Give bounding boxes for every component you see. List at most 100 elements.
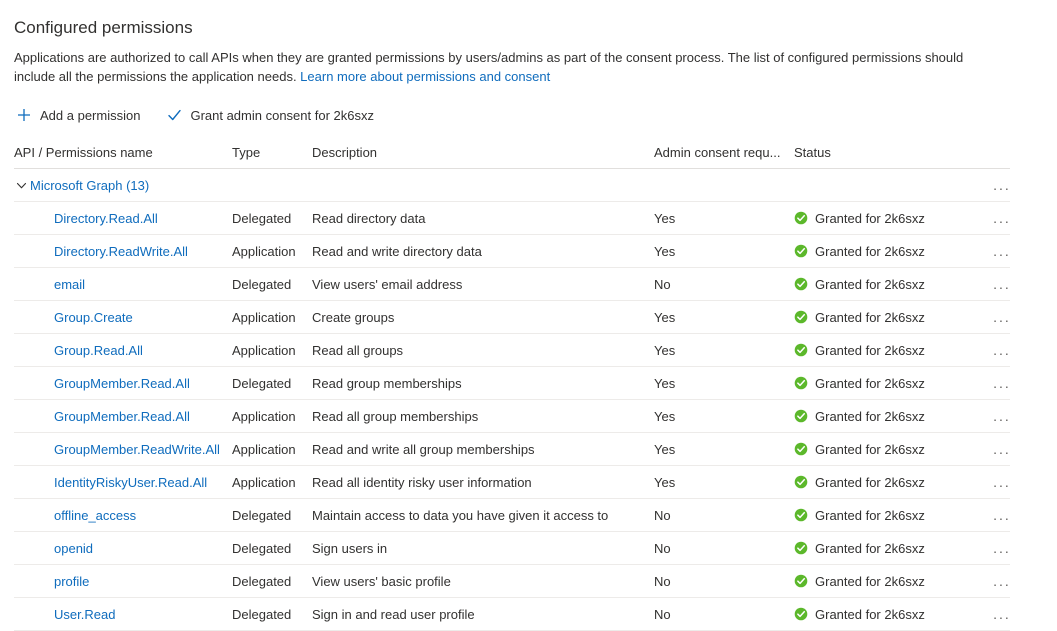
- permission-description-cell: View users' basic profile: [312, 573, 451, 589]
- ellipsis-icon[interactable]: ...: [993, 375, 1011, 391]
- table-row[interactable]: email Delegated View users' email addres…: [14, 268, 1010, 301]
- table-header-row: API / Permissions name Type Description …: [14, 140, 1010, 169]
- permission-name-link[interactable]: openid: [54, 540, 94, 556]
- permission-admin-consent-cell: No: [654, 507, 671, 523]
- ellipsis-icon[interactable]: ...: [993, 507, 1011, 523]
- permission-status-cell: Granted for 2k6sxz: [794, 607, 974, 622]
- table-row[interactable]: profile Delegated View users' basic prof…: [14, 565, 1010, 598]
- grant-admin-consent-label: Grant admin consent for 2k6sxz: [190, 107, 374, 123]
- column-header-status[interactable]: Status: [794, 144, 831, 160]
- table-row[interactable]: openid Delegated Sign users in No Grante…: [14, 532, 1010, 565]
- permission-description-cell: Read all groups: [312, 342, 404, 358]
- intro-paragraph: Applications are authorized to call APIs…: [14, 48, 1004, 86]
- permission-admin-consent-cell: Yes: [654, 408, 676, 424]
- permission-name-link[interactable]: GroupMember.ReadWrite.All: [54, 441, 220, 457]
- permission-status-cell: Granted for 2k6sxz: [794, 508, 974, 523]
- api-group-row-microsoft-graph[interactable]: Microsoft Graph (13) ...: [14, 169, 1010, 202]
- permission-name-link[interactable]: Group.Create: [54, 309, 133, 325]
- permission-status-label: Granted for 2k6sxz: [815, 342, 925, 358]
- learn-more-link[interactable]: Learn more about permissions and consent: [300, 69, 551, 84]
- permission-type-cell: Application: [232, 342, 296, 358]
- permission-name-link[interactable]: IdentityRiskyUser.Read.All: [54, 474, 208, 490]
- permission-type-cell: Delegated: [232, 573, 292, 589]
- ellipsis-icon[interactable]: ...: [993, 276, 1011, 292]
- permission-status-cell: Granted for 2k6sxz: [794, 574, 974, 589]
- column-header-type[interactable]: Type: [232, 144, 261, 160]
- table-row[interactable]: GroupMember.Read.All Delegated Read grou…: [14, 367, 1010, 400]
- ellipsis-icon[interactable]: ...: [993, 441, 1011, 457]
- checkmark-icon: [166, 107, 182, 123]
- granted-check-icon: [794, 574, 808, 588]
- permission-status-cell: Granted for 2k6sxz: [794, 475, 974, 490]
- permission-type-cell: Delegated: [232, 210, 292, 226]
- permission-status-label: Granted for 2k6sxz: [815, 606, 925, 622]
- permission-status-label: Granted for 2k6sxz: [815, 210, 925, 226]
- granted-check-icon: [794, 211, 808, 225]
- ellipsis-icon[interactable]: ...: [993, 474, 1011, 490]
- permission-name-link[interactable]: GroupMember.Read.All: [54, 408, 190, 424]
- table-row[interactable]: offline_access Delegated Maintain access…: [14, 499, 1010, 532]
- permission-status-label: Granted for 2k6sxz: [815, 540, 925, 556]
- permission-status-label: Granted for 2k6sxz: [815, 243, 925, 259]
- permission-name-link[interactable]: profile: [54, 573, 90, 589]
- permission-description-cell: Read and write all group memberships: [312, 441, 535, 457]
- ellipsis-icon[interactable]: ...: [993, 408, 1011, 424]
- permission-admin-consent-cell: Yes: [654, 375, 676, 391]
- ellipsis-icon[interactable]: ...: [993, 573, 1011, 589]
- permission-name-link[interactable]: User.Read: [54, 606, 116, 622]
- table-row[interactable]: GroupMember.Read.All Application Read al…: [14, 400, 1010, 433]
- column-header-name[interactable]: API / Permissions name: [14, 144, 153, 160]
- table-row[interactable]: Directory.ReadWrite.All Application Read…: [14, 235, 1010, 268]
- ellipsis-icon[interactable]: ...: [993, 606, 1011, 622]
- permission-status-cell: Granted for 2k6sxz: [794, 409, 974, 424]
- permission-name-link[interactable]: GroupMember.Read.All: [54, 375, 190, 391]
- permission-type-cell: Application: [232, 441, 296, 457]
- permission-admin-consent-cell: Yes: [654, 342, 676, 358]
- permission-name-link[interactable]: Directory.ReadWrite.All: [54, 243, 188, 259]
- permission-status-label: Granted for 2k6sxz: [815, 441, 925, 457]
- granted-check-icon: [794, 607, 808, 621]
- table-row[interactable]: Group.Create Application Create groups Y…: [14, 301, 1010, 334]
- intro-text: Applications are authorized to call APIs…: [14, 50, 964, 84]
- add-permission-button[interactable]: Add a permission: [14, 105, 142, 125]
- table-row[interactable]: User.Read Delegated Sign in and read use…: [14, 598, 1010, 631]
- permission-status-cell: Granted for 2k6sxz: [794, 277, 974, 292]
- ellipsis-icon[interactable]: ...: [993, 342, 1011, 358]
- chevron-down-icon[interactable]: [14, 178, 28, 192]
- table-row[interactable]: Directory.Read.All Delegated Read direct…: [14, 202, 1010, 235]
- granted-check-icon: [794, 475, 808, 489]
- permission-description-cell: Read group memberships: [312, 375, 462, 391]
- ellipsis-icon[interactable]: ...: [993, 540, 1011, 556]
- api-group-link[interactable]: Microsoft Graph (13): [30, 177, 150, 193]
- ellipsis-icon[interactable]: ...: [993, 243, 1011, 259]
- permission-type-cell: Delegated: [232, 606, 292, 622]
- column-header-admin-consent[interactable]: Admin consent requ...: [654, 144, 781, 160]
- permission-description-cell: Read all group memberships: [312, 408, 479, 424]
- permission-status-cell: Granted for 2k6sxz: [794, 541, 974, 556]
- permission-admin-consent-cell: Yes: [654, 441, 676, 457]
- table-row[interactable]: IdentityRiskyUser.Read.All Application R…: [14, 466, 1010, 499]
- column-header-description[interactable]: Description: [312, 144, 378, 160]
- permission-admin-consent-cell: Yes: [654, 474, 676, 490]
- granted-check-icon: [794, 343, 808, 357]
- permission-name-link[interactable]: Group.Read.All: [54, 342, 143, 358]
- granted-check-icon: [794, 409, 808, 423]
- ellipsis-icon[interactable]: ...: [993, 177, 1011, 193]
- permission-status-label: Granted for 2k6sxz: [815, 573, 925, 589]
- permission-status-label: Granted for 2k6sxz: [815, 474, 925, 490]
- ellipsis-icon[interactable]: ...: [993, 210, 1011, 226]
- ellipsis-icon[interactable]: ...: [993, 309, 1011, 325]
- permission-name-link[interactable]: offline_access: [54, 507, 137, 523]
- permission-name-link[interactable]: email: [54, 276, 86, 292]
- permission-name-link[interactable]: Directory.Read.All: [54, 210, 158, 226]
- permissions-table: API / Permissions name Type Description …: [14, 140, 1010, 631]
- permission-type-cell: Application: [232, 408, 296, 424]
- table-row[interactable]: GroupMember.ReadWrite.All Application Re…: [14, 433, 1010, 466]
- permission-status-cell: Granted for 2k6sxz: [794, 211, 974, 226]
- table-row[interactable]: Group.Read.All Application Read all grou…: [14, 334, 1010, 367]
- grant-admin-consent-button[interactable]: Grant admin consent for 2k6sxz: [164, 105, 376, 125]
- permission-type-cell: Application: [232, 309, 296, 325]
- permission-status-label: Granted for 2k6sxz: [815, 309, 925, 325]
- permission-description-cell: Read all identity risky user information: [312, 474, 532, 490]
- permission-status-label: Granted for 2k6sxz: [815, 507, 925, 523]
